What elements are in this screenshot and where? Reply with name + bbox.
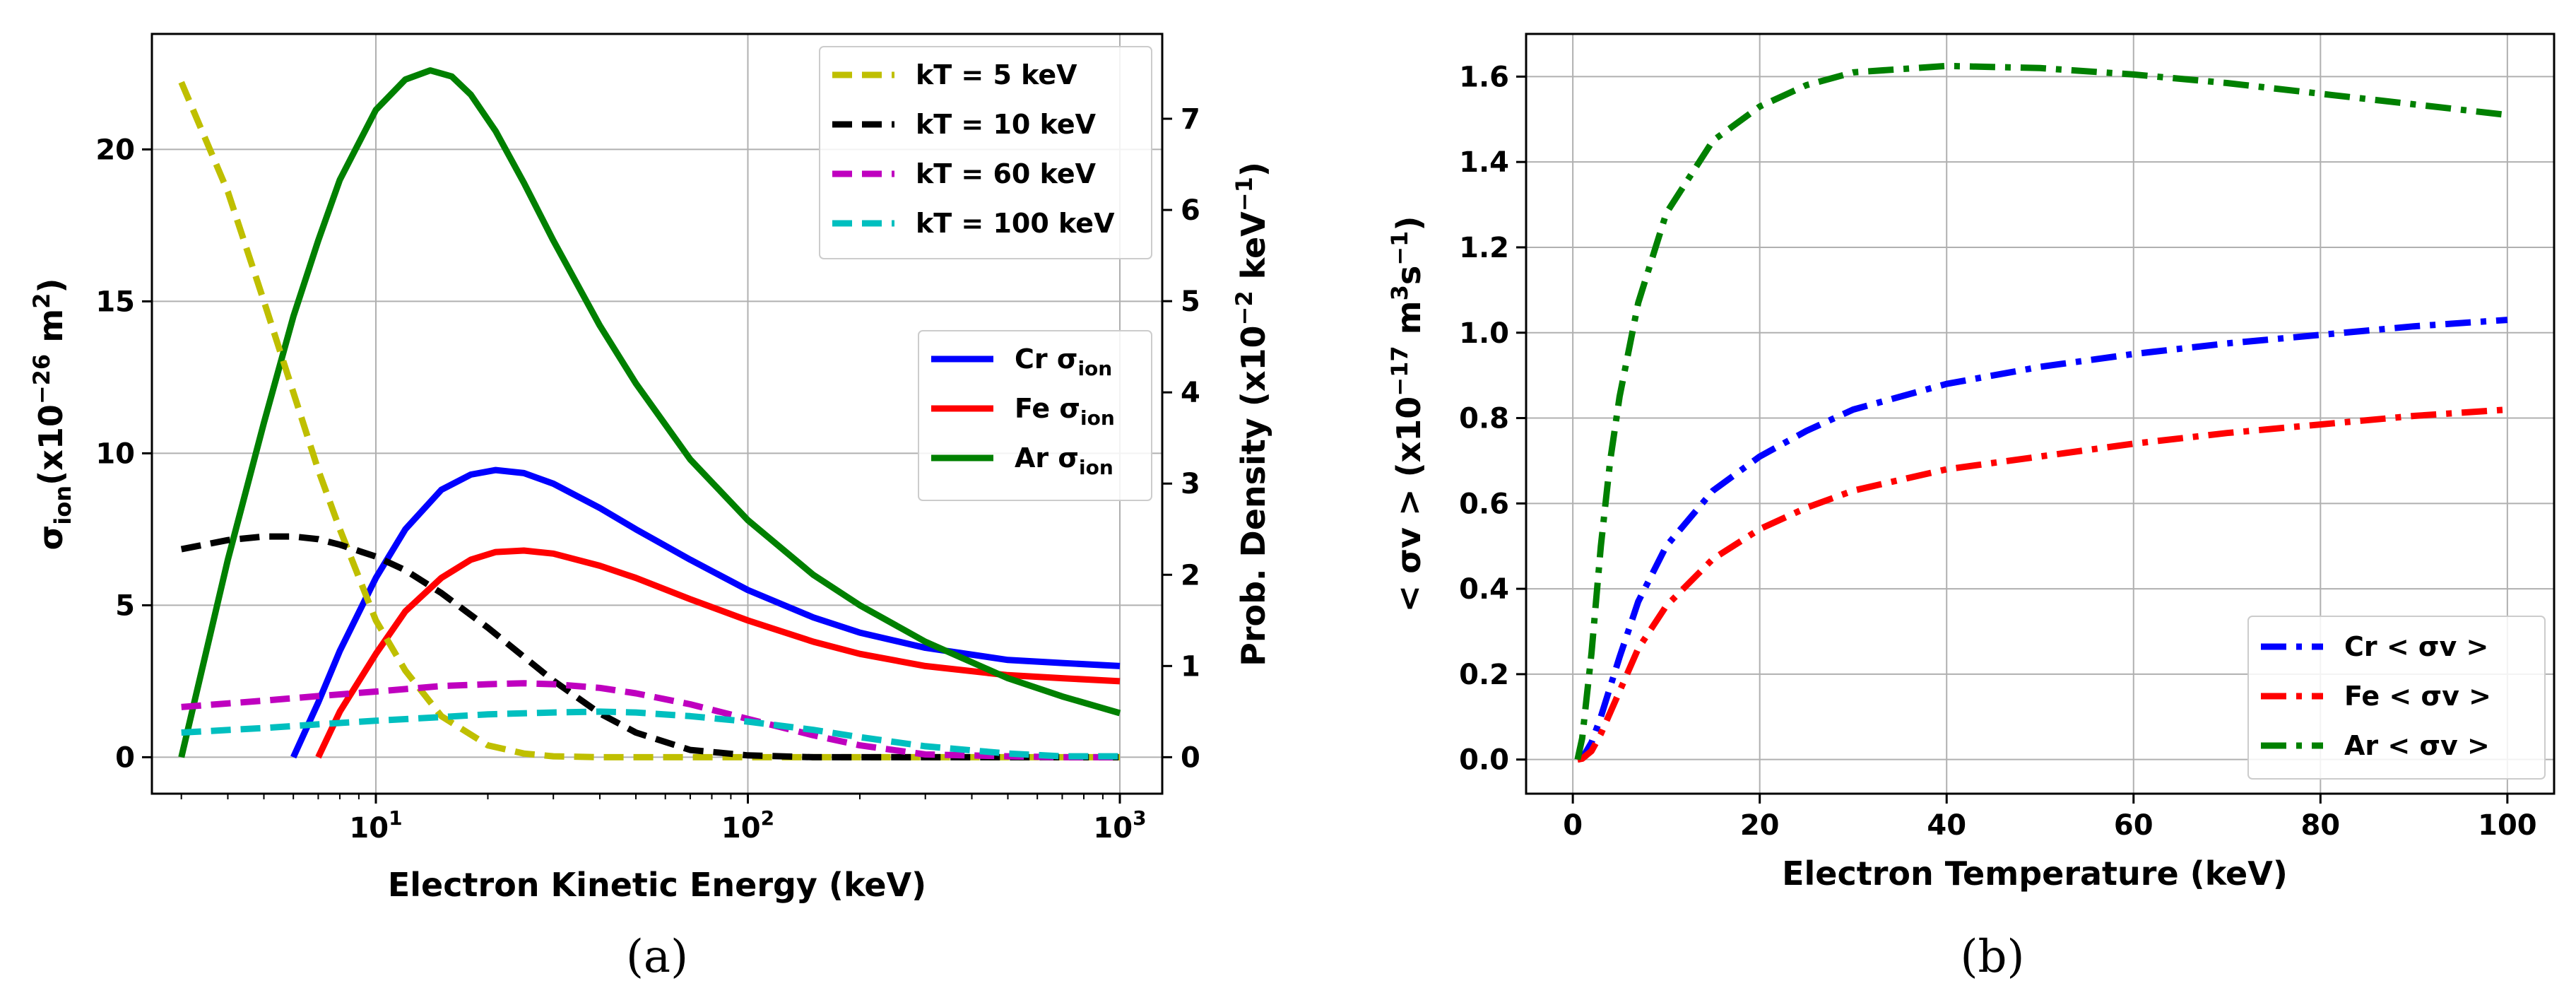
panel-b-y-tick-label: 0.0 bbox=[1459, 744, 1509, 777]
panel-b-x-tick-label: 0 bbox=[1563, 809, 1583, 842]
series-line-ar-v- bbox=[1574, 62, 2508, 760]
panel-a-right-tick-label: 3 bbox=[1181, 468, 1200, 500]
panel-a-right-y-ticks: 0 1 2 3 4 5 6 7 bbox=[1162, 103, 1200, 774]
panel-b-x-tick-label: 40 bbox=[1927, 809, 1966, 842]
panel-b-x-ticks: 0 20 40 60 80 100 bbox=[1563, 794, 2537, 842]
panel-b-y-tick-label: 1.4 bbox=[1459, 146, 1509, 179]
series-line-cr-v- bbox=[1576, 317, 2508, 763]
series-line-kt-60-kev bbox=[181, 680, 1120, 760]
series-line-kt-10-kev bbox=[180, 533, 1120, 760]
panel-a-sigma-legend: Cr σion Fe σion Ar σion bbox=[918, 330, 1152, 501]
panel-b-y-tick-label: 0.8 bbox=[1459, 403, 1509, 435]
panel-a-x-tick-label: 103 bbox=[1093, 806, 1146, 845]
panel-b-grid bbox=[1526, 34, 2554, 794]
panel-a-y-tick-label: 0 bbox=[115, 741, 135, 774]
panel-a-right-tick-label: 2 bbox=[1181, 559, 1200, 592]
series-line-ar-ion bbox=[178, 67, 1121, 758]
series-line-fe-v- bbox=[1576, 406, 2508, 763]
panel-b-y-tick-label: 1.2 bbox=[1459, 232, 1509, 264]
panel-a-chart: 101 102 103 0 5 10 15 20 0 1 2 3 4 5 6 7 Electron Kin… bbox=[28, 33, 1272, 904]
legend-label-kt-60: kT = 60 keV bbox=[916, 158, 1097, 189]
legend-label-cr: Cr σion bbox=[1015, 343, 1112, 380]
panel-a-y-tick-label: 20 bbox=[95, 134, 135, 166]
panel-b-y-tick-label: 0.6 bbox=[1459, 488, 1509, 520]
panel-a-kt-legend: kT = 5 keV kT = 10 keV kT = 60 keV kT = 100… bbox=[819, 46, 1152, 259]
panel-b-y-tick-label: 1.0 bbox=[1459, 317, 1509, 350]
panel-a-x-tick-label: 102 bbox=[721, 806, 774, 845]
panel-a-right-tick-label: 1 bbox=[1181, 650, 1200, 683]
legend-label-kt-5: kT = 5 keV bbox=[916, 59, 1077, 90]
panel-b-y-axis-label: < σv > (x10−17 m3s−1) bbox=[1386, 216, 1428, 613]
panel-b-y-tick-label: 0.2 bbox=[1459, 659, 1509, 691]
panel-a-series bbox=[178, 67, 1121, 760]
series-line-fe-ion bbox=[315, 547, 1121, 759]
panel-a-right-tick-label: 7 bbox=[1181, 103, 1200, 136]
series-line-cr-ion bbox=[290, 466, 1121, 759]
panel-a-right-tick-label: 0 bbox=[1181, 741, 1200, 774]
panel-a-x-axis-label: Electron Kinetic Energy (keV) bbox=[388, 866, 926, 904]
panel-a-left-y-ticks: 0 5 10 15 20 bbox=[95, 134, 152, 774]
panel-b-y-tick-label: 0.4 bbox=[1459, 573, 1509, 606]
panel-b-x-axis-label: Electron Temperature (keV) bbox=[1782, 854, 2288, 893]
panel-a-y-tick-label: 5 bbox=[115, 589, 135, 622]
panel-b-x-tick-label: 20 bbox=[1740, 809, 1780, 842]
panel-b-legend-box bbox=[2247, 616, 2546, 780]
panel-a-kt-legend-box bbox=[819, 46, 1152, 259]
legend-label-kt-10: kT = 10 keV bbox=[916, 109, 1097, 140]
legend-label-fe: Fe σion bbox=[1015, 393, 1115, 430]
caption-b: (b) bbox=[1961, 931, 2025, 983]
panel-a-x-tick-label: 101 bbox=[349, 806, 402, 845]
panel-b-x-tick-label: 80 bbox=[2300, 809, 2340, 842]
panel-a-y-tick-label: 15 bbox=[95, 286, 135, 318]
legend-label-kt-100: kT = 100 keV bbox=[916, 208, 1115, 239]
legend-label-ar: Ar σion bbox=[1015, 442, 1113, 479]
panel-a-right-tick-label: 4 bbox=[1181, 377, 1200, 409]
panel-a-right-y-axis-label: Prob. Density (x10−2 keV−1) bbox=[1231, 162, 1272, 666]
panel-b-x-tick-label: 60 bbox=[2114, 809, 2153, 842]
series-line-kt-100-kev bbox=[181, 708, 1120, 760]
caption-a: (a) bbox=[626, 931, 688, 983]
legend-label-fe-sv: Fe < σv > bbox=[2344, 681, 2491, 712]
panel-b-y-ticks: 0.0 0.2 0.4 0.6 0.8 1.0 1.2 1.4 1.6 bbox=[1459, 61, 1526, 777]
legend-label-cr-sv: Cr < σv > bbox=[2344, 631, 2488, 662]
panel-b-legend: Cr < σv > Fe < σv > Ar < σv > bbox=[2247, 616, 2546, 780]
panel-b-series bbox=[1574, 62, 2508, 763]
panel-a-right-tick-label: 5 bbox=[1181, 286, 1200, 318]
panel-a-y-tick-label: 10 bbox=[95, 437, 135, 470]
panel-a-frame bbox=[150, 33, 1164, 795]
panel-a-right-tick-label: 6 bbox=[1181, 194, 1200, 227]
panel-b-frame bbox=[1525, 33, 2556, 795]
panel-b-chart: 0 20 40 60 80 100 0.0 0.2 0.4 0.6 0.8 1.0 1.2 1.4 1.6… bbox=[1386, 33, 2556, 893]
panel-a-x-ticks: 101 102 103 bbox=[180, 794, 1147, 845]
panel-a-left-y-axis-label: σion(x10−26 m2) bbox=[28, 278, 76, 551]
series-line-kt-5-kev bbox=[178, 81, 1120, 760]
panel-b-y-tick-label: 1.6 bbox=[1459, 61, 1509, 93]
legend-label-ar-sv: Ar < σv > bbox=[2344, 730, 2490, 761]
panel-b-x-tick-label: 100 bbox=[2478, 809, 2537, 842]
